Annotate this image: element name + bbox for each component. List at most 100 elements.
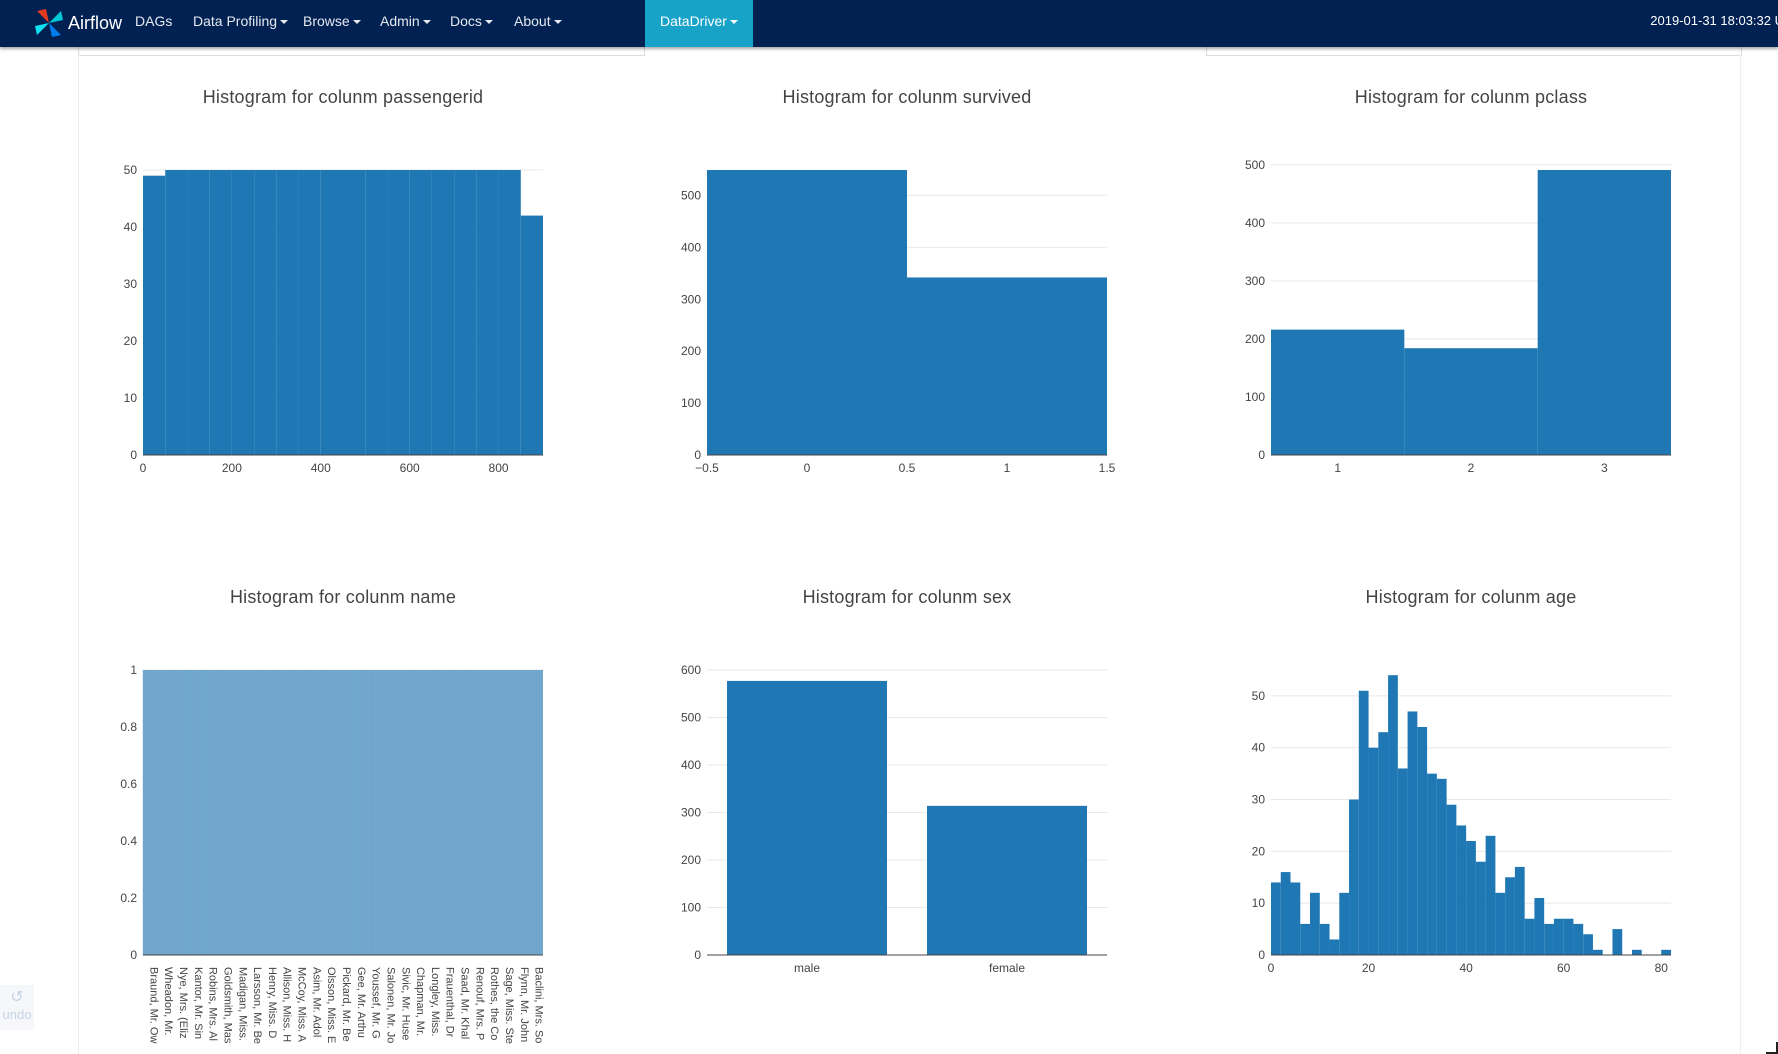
histogram-bar (1417, 727, 1428, 955)
x-tick-label: Rothes, the Co (488, 967, 500, 1040)
histogram-bar (1349, 799, 1359, 955)
x-tick-label: Robins, Mrs. Al (207, 967, 219, 1041)
histogram-bar (1407, 711, 1418, 955)
undo-icon: ↺ (10, 989, 24, 1006)
caret-down-icon (352, 20, 361, 25)
histogram-bar (1300, 923, 1311, 955)
x-tick-label: Pickard, Mr. Be (340, 967, 352, 1042)
x-tick-label: Longley, Miss. (429, 967, 441, 1037)
x-tick-label: Larsson, Mr. Be (251, 967, 263, 1044)
caret-down-icon (280, 20, 289, 25)
caret-down-icon (422, 20, 431, 25)
nav-item-dags[interactable]: DAGs (120, 0, 187, 47)
brand-name: Airflow (68, 12, 123, 33)
x-tick-label: 60 (1557, 961, 1571, 975)
histogram-chart[interactable]: Histogram for colunm age 0 10 20 30 40 50 0 20 40… (1221, 555, 1721, 1054)
y-tick-label: 500 (681, 188, 701, 202)
histogram-bar (1514, 866, 1525, 955)
x-tick-label: Olsson, Miss. E (325, 967, 337, 1043)
y-tick-label: 400 (1245, 216, 1265, 230)
x-tick-label: Salonen, Mr. Jo (384, 967, 396, 1043)
histogram-chart[interactable]: Histogram for colunm name 0 0.2 0.4 0.6 0.8 1 B… (93, 555, 593, 1054)
x-tick-label: male (794, 961, 820, 975)
y-tick-label: 200 (681, 344, 701, 358)
y-tick-label: 30 (1252, 793, 1266, 807)
chart-svg: 0 100 200 300 400 500 600 male female (681, 663, 1107, 975)
x-tick-label: Henry, Miss. D (266, 967, 278, 1038)
undo-button[interactable]: ↺ undo (0, 985, 34, 1030)
caret-down-icon (484, 20, 493, 25)
y-tick-label: 0.8 (120, 720, 137, 734)
nav-item-data-profiling[interactable]: Data Profiling (178, 0, 303, 47)
x-tick-label: 40 (1459, 961, 1473, 975)
histogram-bar (1495, 892, 1506, 955)
nav-item-datadriver[interactable]: DataDriver (645, 0, 753, 47)
nav-item-docs[interactable]: Docs (435, 0, 508, 47)
x-tick-label: 400 (311, 461, 331, 475)
nav-item-label: DataDriver (660, 13, 727, 29)
brand-link[interactable]: Airflow (34, 5, 122, 41)
x-tick-label: Braund, Mr. Ow (147, 967, 159, 1043)
histogram-bar (320, 170, 343, 455)
x-tick-label: Allison, Miss. H (281, 967, 293, 1042)
y-tick-label: 400 (681, 758, 701, 772)
nav-item-browse[interactable]: Browse (288, 0, 376, 47)
histogram-bar (209, 170, 232, 455)
histogram-bar (1310, 892, 1320, 955)
y-tick-label: 100 (681, 396, 701, 410)
x-tick-label: Gee, Mr. Arthu (355, 967, 367, 1038)
x-tick-label: McCoy, Miss. A (296, 967, 308, 1043)
histogram-bar (1388, 675, 1398, 955)
histogram-bar (1631, 949, 1642, 955)
y-tick-label: 20 (124, 334, 138, 348)
x-tick-label: Youssef, Mr. G (370, 967, 382, 1039)
x-tick-label: Asim, Mr. Adol (310, 967, 322, 1037)
x-tick-label: 1 (1334, 461, 1341, 475)
caret-down-icon (729, 20, 738, 25)
x-tick-label: Kantor, Mr. Sin (192, 967, 204, 1039)
histogram-chart[interactable]: Histogram for colunm survived 0 100 200 300 4… (657, 55, 1157, 554)
x-tick-label: 3 (1601, 461, 1608, 475)
histogram-bar (343, 170, 366, 455)
y-tick-label: 50 (124, 163, 138, 177)
histogram-bar (1583, 934, 1593, 955)
container-edge (78, 55, 79, 1054)
histogram-bar (276, 170, 299, 455)
histogram-bar (1427, 773, 1437, 955)
y-tick-label: 0.4 (120, 834, 137, 848)
nav-item-label: DAGs (135, 13, 173, 29)
y-tick-label: 0 (694, 948, 701, 962)
histogram-bar (1271, 329, 1405, 455)
histogram-bar (1661, 949, 1671, 955)
histogram-bar (1397, 768, 1408, 955)
y-tick-label: 0 (1258, 948, 1265, 962)
nav-item-admin[interactable]: Admin (365, 0, 446, 47)
y-tick-label: 300 (681, 292, 701, 306)
histogram-bar (476, 170, 499, 455)
histogram-bar (1573, 923, 1584, 955)
nav-item-about[interactable]: About (499, 0, 577, 47)
x-tick-label: 800 (489, 461, 509, 475)
resize-handle-icon[interactable] (1766, 1042, 1778, 1054)
y-tick-label: 200 (681, 853, 701, 867)
y-tick-label: 300 (681, 806, 701, 820)
histogram-bar (1456, 825, 1467, 955)
histogram-bar (165, 170, 188, 455)
histogram-chart[interactable]: Histogram for colunm pclass 0 100 200 300 400… (1221, 55, 1721, 554)
y-tick-label: 0.6 (120, 777, 137, 791)
histogram-bar (1537, 170, 1671, 455)
histogram-bar (498, 170, 521, 455)
histogram-chart[interactable]: Histogram for colunm sex 0 100 200 300 400 500… (657, 555, 1157, 1054)
histogram-bar (1339, 892, 1350, 955)
histogram-bar (1485, 835, 1496, 955)
histogram-chart[interactable]: Histogram for colunm passengerid 0 10 20 30 4… (93, 55, 593, 554)
airflow-logo-icon (35, 9, 63, 37)
y-tick-label: 300 (1245, 274, 1265, 288)
histogram-bar (907, 277, 1107, 455)
histogram-bar (1271, 882, 1281, 955)
histogram-bar (1404, 348, 1538, 455)
x-tick-label: Goldsmith, Mas (221, 967, 233, 1044)
histogram-bar (1446, 804, 1457, 955)
y-tick-label: 200 (1245, 332, 1265, 346)
